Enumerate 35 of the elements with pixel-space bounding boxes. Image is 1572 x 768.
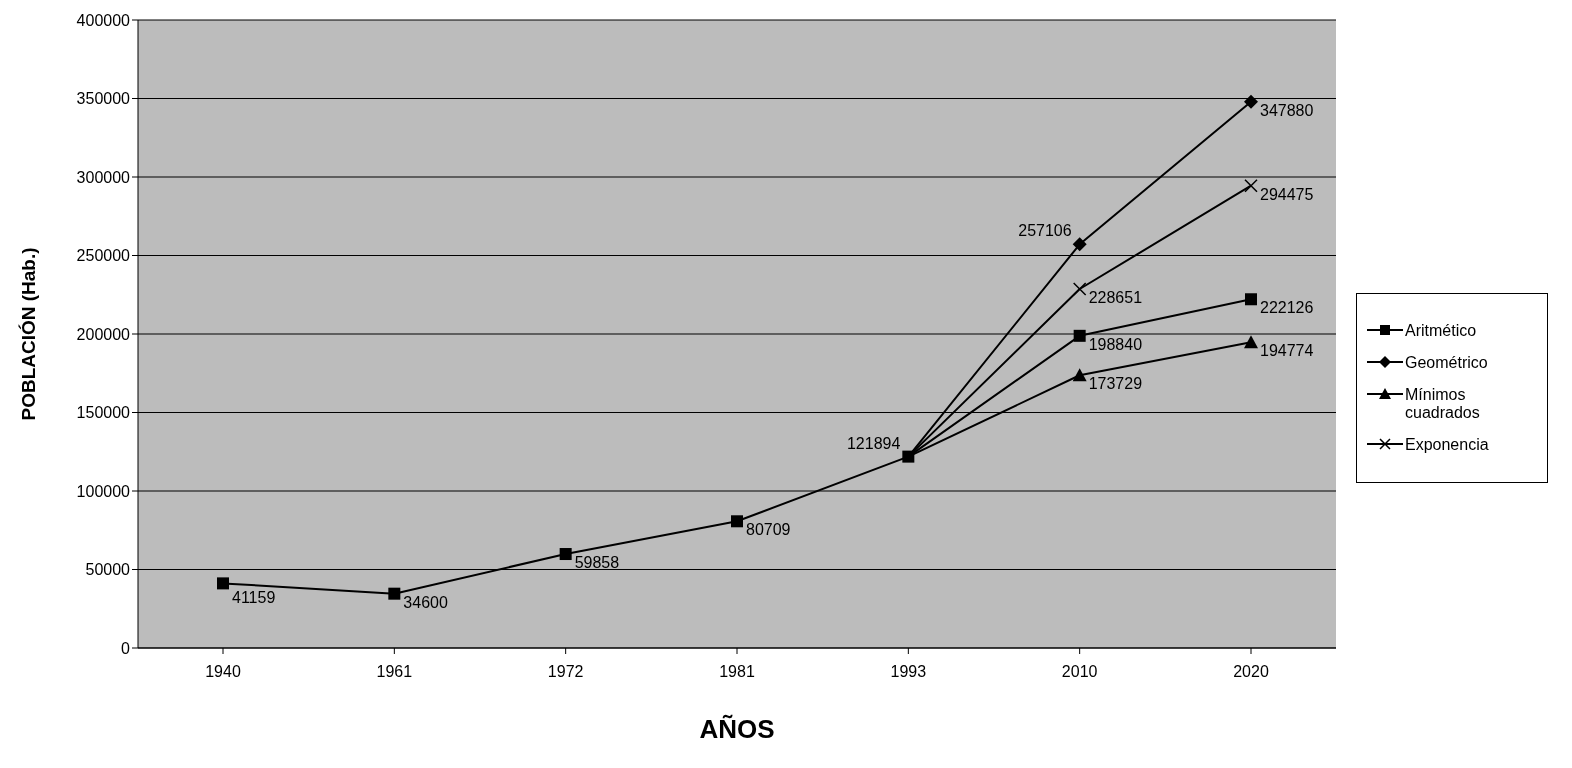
data-label: 173729 xyxy=(1088,375,1143,393)
x-axis-title: AÑOS xyxy=(699,714,775,744)
data-label: 222126 xyxy=(1260,299,1314,317)
data-label: 198840 xyxy=(1088,335,1143,353)
data-label: 41159 xyxy=(232,589,276,607)
y-tick-label: 350000 xyxy=(76,90,131,108)
x-tick-label: 2020 xyxy=(1233,663,1269,681)
x-tick-label: 1981 xyxy=(719,663,755,681)
x-tick-label: 1961 xyxy=(376,663,413,681)
y-tick-label: 100000 xyxy=(76,482,131,500)
data-label: 228651 xyxy=(1088,289,1143,307)
y-axis-title: POBLACIÓN (Hab.) xyxy=(17,247,39,421)
x-tick-label: 2010 xyxy=(1061,663,1098,681)
data-label: 257106 xyxy=(1018,222,1072,240)
data-label: 80709 xyxy=(746,521,791,539)
x-tick-label: 1940 xyxy=(205,663,241,681)
y-tick-label: 250000 xyxy=(76,247,131,265)
legend-label: Mínimos cuadrados xyxy=(1405,386,1481,422)
y-tick-label: 300000 xyxy=(76,168,131,186)
x-tick-label: 1993 xyxy=(890,663,927,681)
data-label: 194774 xyxy=(1260,342,1314,360)
y-tick-label: 50000 xyxy=(85,561,131,579)
y-tick-label: 400000 xyxy=(76,11,131,29)
legend-label: Exponencia xyxy=(1405,436,1489,454)
y-tick-label: 200000 xyxy=(76,325,131,343)
legend-label: Geométrico xyxy=(1405,354,1488,372)
data-label: 34600 xyxy=(403,593,448,611)
data-label: 294475 xyxy=(1260,185,1314,203)
y-tick-label: 0 xyxy=(121,639,131,657)
y-tick-label: 150000 xyxy=(76,404,131,422)
data-label: 121894 xyxy=(846,434,901,452)
legend-label: Aritmético xyxy=(1405,322,1477,340)
data-label: 347880 xyxy=(1260,101,1314,119)
x-tick-label: 1972 xyxy=(547,663,584,681)
data-label: 59858 xyxy=(574,554,620,572)
